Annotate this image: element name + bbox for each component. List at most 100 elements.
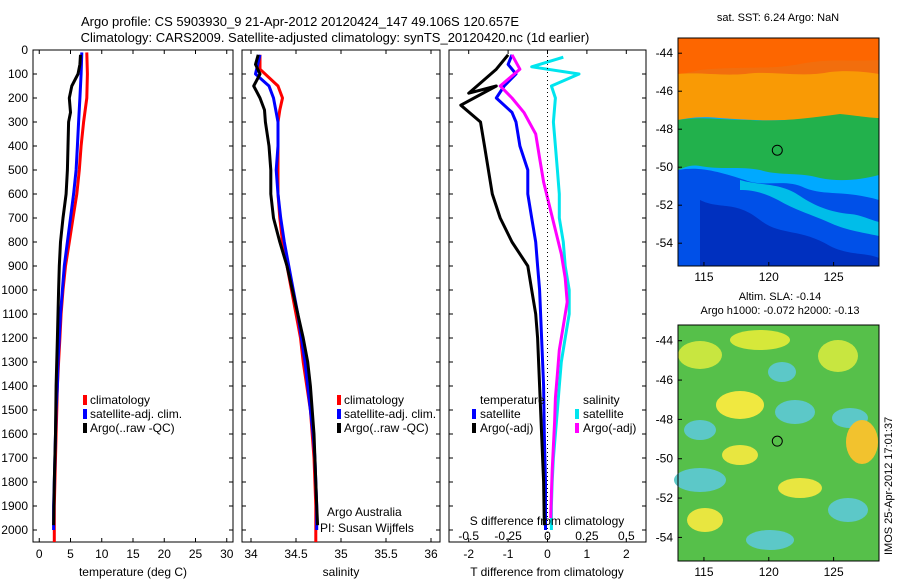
- depth-tick-label: 400: [8, 139, 28, 153]
- map-x-tick-label: 115: [694, 565, 713, 579]
- map-y-tick-label: -46: [656, 84, 674, 98]
- sla-map: [674, 324, 880, 562]
- sla-blob: [828, 498, 868, 522]
- x-tick-label: -2: [463, 547, 474, 561]
- series-line: [52, 54, 82, 526]
- map-y-tick-label: -48: [656, 412, 674, 426]
- series-line: [498, 54, 569, 519]
- map-y-tick-label: -44: [656, 334, 674, 348]
- legend-item: satellite-adj. clim.: [90, 407, 182, 421]
- salinity-panel-frame: [241, 49, 441, 543]
- x-tick-label: 20: [158, 547, 172, 561]
- depth-tick-label: 300: [8, 115, 28, 129]
- sla-blob: [674, 468, 726, 492]
- map-y-tick-label: -52: [656, 198, 674, 212]
- depth-tick-label: 2000: [1, 523, 28, 537]
- depth-tick-label: 1000: [1, 283, 28, 297]
- top-tick-label: -0.5: [458, 529, 479, 543]
- legend-item: satellite: [583, 407, 624, 421]
- depth-tick-label: 1100: [2, 307, 28, 321]
- map-x-tick-label: 125: [824, 270, 844, 284]
- depth-tick-label: 900: [8, 259, 28, 273]
- depth-tick-label: 1800: [1, 475, 28, 489]
- depth-tick-label: 1700: [1, 451, 28, 465]
- x-tick-label: 25: [189, 547, 203, 561]
- sla-blob: [768, 362, 796, 382]
- sst-band-green: [678, 114, 879, 181]
- legend-swatch-t-argo: [472, 423, 476, 433]
- depth-tick-label: 1400: [1, 379, 28, 393]
- depth-tick-label: 500: [8, 163, 28, 177]
- legend-swatch-satellite: [337, 409, 341, 419]
- depth-tick-label: 1200: [1, 331, 28, 345]
- sla-blob: [846, 420, 878, 464]
- figure-title-line2: Climatology: CARS2009. Satellite-adjuste…: [81, 30, 590, 45]
- depth-tick-label: 1900: [1, 499, 28, 513]
- legend-swatch-argo: [337, 423, 341, 433]
- series-line: [459, 53, 546, 526]
- legend-item: Argo(..raw -QC): [90, 421, 175, 435]
- legend-swatch-s-argo: [575, 423, 579, 433]
- sla-blob: [687, 508, 723, 532]
- top-tick-label: 0.5: [618, 529, 635, 543]
- sla-blob: [716, 391, 764, 419]
- legend-title-salinity: salinity: [583, 393, 620, 407]
- depth-axis-salinity: [242, 49, 440, 531]
- credit-argo-australia: Argo Australia: [327, 505, 402, 519]
- salinity-x-label: salinity: [323, 565, 360, 579]
- legend-item: Argo(-adj): [583, 421, 636, 435]
- legend-item: climatology: [90, 393, 150, 407]
- argo-position-marker: [771, 435, 783, 447]
- x-tick-label: 1: [584, 547, 591, 561]
- map-y-tick-label: -48: [656, 122, 674, 136]
- sla-title-line2: Argo h1000: -0.072 h2000: -0.13: [700, 305, 859, 317]
- map-y-tick-label: -54: [656, 530, 674, 544]
- sla-map-frame: [677, 324, 880, 562]
- temperature-x-label: temperature (deg C): [79, 565, 187, 579]
- x-tick-label: 35: [334, 547, 348, 561]
- map-x-tick-label: 120: [759, 270, 779, 284]
- top-tick-label: -0.25: [494, 529, 522, 543]
- credit-pi-name: PI: Susan Wijffels: [320, 521, 414, 535]
- legend-swatch-climatology: [337, 395, 341, 405]
- sst-map-title: sat. SST: 6.24 Argo: NaN: [717, 12, 839, 24]
- salinity-profile-lines: [252, 54, 320, 542]
- x-tick-label: 34: [244, 547, 258, 561]
- x-tick-label: 35.5: [374, 547, 398, 561]
- difference-x-label: T difference from climatology: [470, 565, 624, 579]
- sst-band-yellow: [678, 71, 879, 121]
- x-tick-label: 36: [424, 547, 438, 561]
- depth-axis-temperature: 0 100 200 300 400 500 600 700 800 900 1000 1100 1200…: [1, 43, 233, 537]
- depth-tick-label: 700: [8, 211, 28, 225]
- x-tick-label: 30: [220, 547, 234, 561]
- legend-item: climatology: [344, 393, 404, 407]
- sst-band-coldest: [700, 200, 879, 266]
- argo-position-marker: [771, 144, 783, 156]
- legend-swatch-s-satellite: [575, 409, 579, 419]
- x-tick-label: 34.5: [284, 547, 308, 561]
- sla-blob: [722, 445, 758, 465]
- temperature-legend: climatology satellite-adj. clim. Argo(..…: [83, 393, 182, 435]
- sst-map-axes: 115 120 125 -44 -46 -48 -50 -52 -54: [656, 46, 844, 284]
- difference-profile-lines: [459, 53, 581, 530]
- legend-swatch-climatology: [83, 395, 87, 405]
- map-x-tick-label: 125: [824, 565, 844, 579]
- map-y-tick-label: -46: [656, 373, 674, 387]
- map-y-tick-label: -50: [656, 452, 674, 466]
- sla-blob: [778, 478, 822, 498]
- legend-item: Argo(..raw -QC): [344, 421, 429, 435]
- map-x-tick-label: 120: [759, 565, 779, 579]
- temperature-x-axis: 0 5 10 15 20 25 30: [36, 50, 234, 561]
- series-line: [252, 54, 320, 526]
- sst-map-frame: [677, 37, 880, 267]
- salinity-x-axis: 34 34.5 35 35.5 36: [244, 50, 438, 561]
- sla-blob: [730, 330, 790, 350]
- map-y-tick-label: -54: [656, 236, 674, 250]
- map-y-tick-label: -44: [656, 46, 674, 60]
- x-tick-label: 0: [544, 547, 551, 561]
- legend-swatch-satellite: [83, 409, 87, 419]
- sla-blob: [678, 341, 722, 369]
- salinity-legend: climatology satellite-adj. clim. Argo(..…: [337, 393, 436, 435]
